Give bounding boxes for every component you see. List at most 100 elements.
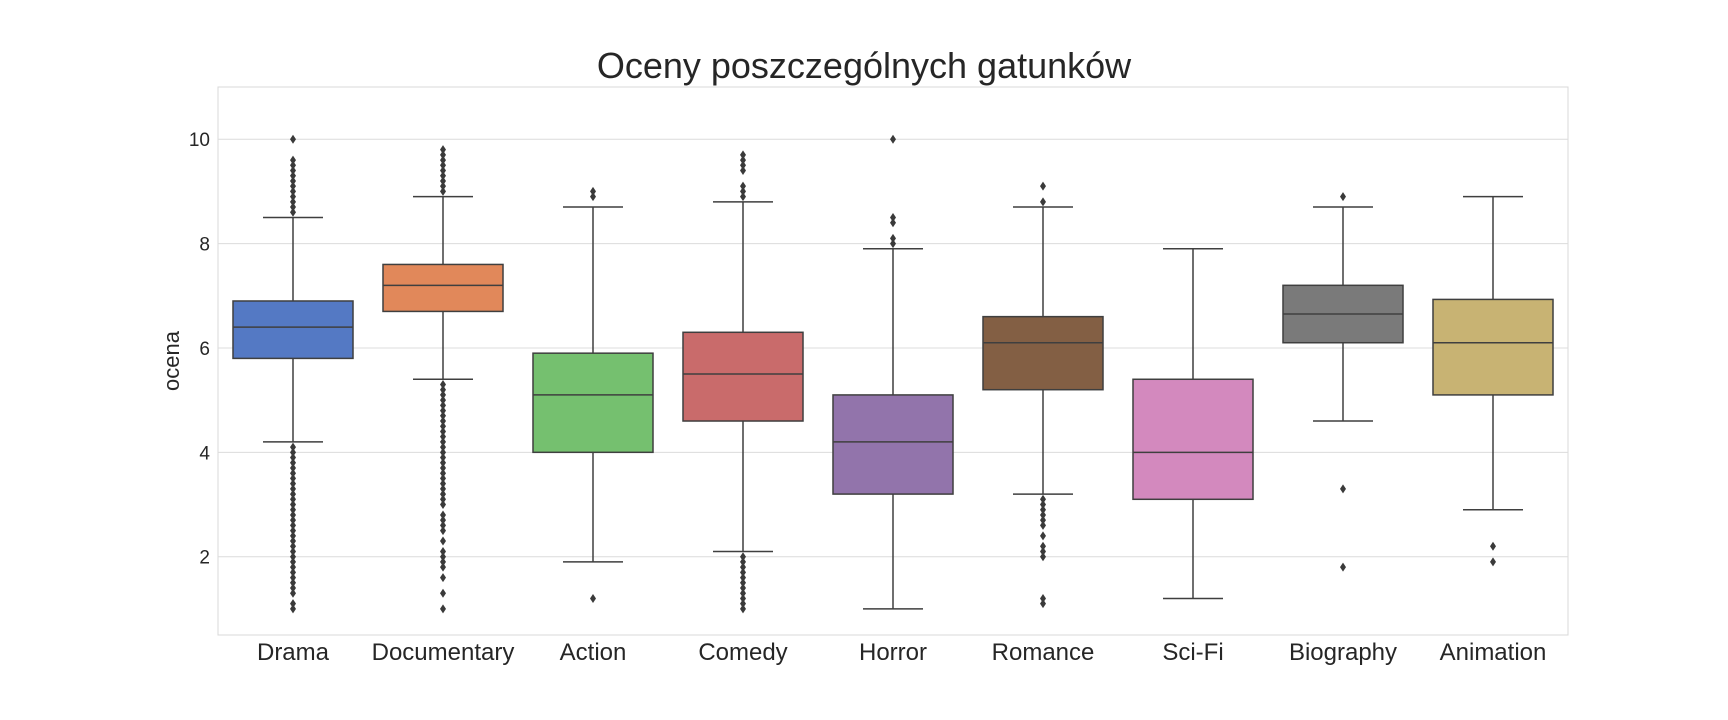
outlier-point	[290, 181, 296, 191]
outlier-point	[440, 150, 446, 160]
x-tick-label: Documentary	[372, 639, 515, 666]
box-iqr	[232, 300, 354, 360]
x-axis-ticks: Drama Documentary Action Comedy Horror Romanc…	[257, 639, 1546, 666]
outlier-point	[290, 160, 296, 170]
x-tick-label: Action	[560, 639, 627, 666]
outlier-point	[1490, 557, 1496, 567]
outlier-point	[440, 526, 446, 536]
outlier-point	[440, 552, 446, 562]
outlier-point	[1340, 562, 1346, 572]
outlier-point	[290, 134, 296, 144]
x-tick-label: Comedy	[698, 639, 787, 666]
outlier-point	[1040, 500, 1046, 510]
outlier-point	[290, 494, 296, 504]
outlier-point	[290, 562, 296, 572]
outlier-point	[590, 192, 596, 202]
outlier-point	[740, 166, 746, 176]
outlier-point	[440, 406, 446, 416]
outlier-point	[290, 536, 296, 546]
box-group	[532, 186, 654, 603]
outlier-point	[290, 520, 296, 530]
outlier-point	[1040, 510, 1046, 520]
box-group	[682, 150, 804, 614]
outlier-point	[440, 416, 446, 426]
outlier-point	[1040, 599, 1046, 609]
outlier-point	[290, 583, 296, 593]
outlier-point	[440, 562, 446, 572]
outlier-point	[290, 531, 296, 541]
outlier-point	[440, 494, 446, 504]
box-group	[1132, 248, 1254, 600]
x-tick-label: Biography	[1289, 639, 1397, 666]
outlier-point	[590, 186, 596, 196]
outlier-point	[440, 166, 446, 176]
outlier-point	[440, 421, 446, 431]
outlier-point	[290, 192, 296, 202]
box-iqr	[682, 331, 804, 422]
outlier-point	[290, 447, 296, 457]
outlier-point	[290, 155, 296, 165]
outlier-point	[290, 515, 296, 525]
outlier-point	[440, 395, 446, 405]
outlier-point	[890, 134, 896, 144]
outlier-point	[440, 145, 446, 155]
outlier-point	[440, 520, 446, 530]
outlier-point	[1040, 494, 1046, 504]
outlier-point	[440, 442, 446, 452]
outlier-point	[290, 166, 296, 176]
outlier-point	[290, 604, 296, 614]
outlier-point	[440, 458, 446, 468]
outlier-point	[440, 390, 446, 400]
outlier-point	[290, 526, 296, 536]
outlier-point	[290, 463, 296, 473]
outlier-point	[440, 557, 446, 567]
box-iqr	[832, 394, 954, 495]
box-group	[1282, 192, 1404, 572]
outlier-point	[740, 573, 746, 583]
x-tick-label: Drama	[257, 639, 330, 666]
box-group	[982, 181, 1104, 609]
y-tick-label: 8	[199, 235, 210, 256]
outlier-point	[440, 468, 446, 478]
outlier-point	[740, 588, 746, 598]
outlier-point	[440, 489, 446, 499]
y-axis-ticks: 2 4 6 8 10	[189, 130, 211, 569]
box-group	[832, 134, 954, 610]
outlier-point	[740, 599, 746, 609]
outlier-point	[440, 176, 446, 186]
outlier-point	[1040, 546, 1046, 556]
outlier-point	[740, 578, 746, 588]
outlier-point	[290, 489, 296, 499]
outlier-point	[440, 453, 446, 463]
outlier-point	[1040, 531, 1046, 541]
outlier-point	[290, 484, 296, 494]
outlier-point	[740, 557, 746, 567]
outlier-point	[890, 218, 896, 228]
outlier-point	[740, 562, 746, 572]
y-tick-label: 2	[199, 548, 210, 569]
outlier-point	[440, 411, 446, 421]
chart-title: Oceny poszczególnych gatunków	[597, 45, 1132, 86]
outlier-point	[290, 171, 296, 181]
y-axis-label: ocena	[159, 330, 184, 391]
outlier-point	[1040, 181, 1046, 191]
outlier-point	[740, 593, 746, 603]
outlier-point	[290, 207, 296, 217]
outlier-point	[440, 484, 446, 494]
outlier-point	[1340, 192, 1346, 202]
outlier-point	[440, 510, 446, 520]
outlier-point	[1340, 484, 1346, 494]
outlier-point	[440, 473, 446, 483]
outlier-point	[440, 171, 446, 181]
y-tick-label: 10	[189, 130, 210, 151]
box-group	[232, 134, 354, 614]
outlier-point	[440, 437, 446, 447]
box-iqr	[532, 352, 654, 454]
outlier-point	[740, 186, 746, 196]
outlier-point	[290, 458, 296, 468]
outlier-point	[290, 479, 296, 489]
x-tick-label: Horror	[859, 639, 927, 666]
outlier-point	[1040, 541, 1046, 551]
outlier-point	[440, 400, 446, 410]
